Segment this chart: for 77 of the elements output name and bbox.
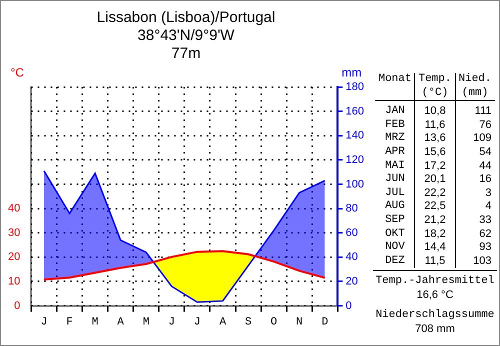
text: 16 <box>478 173 493 187</box>
text: 16,6 °C <box>416 288 454 302</box>
y-axis-title: °C <box>10 65 24 80</box>
text: JAN <box>375 100 415 119</box>
y-tick-label: 20 <box>8 251 20 264</box>
text: JUN <box>375 173 415 187</box>
text: 77m <box>171 45 201 62</box>
y-tick-label: 10 <box>8 276 20 288</box>
x-tick-label: A <box>219 316 226 328</box>
text: Niederschlagssumme <box>374 308 496 322</box>
y2-tick-label: 100 <box>346 178 364 190</box>
x-tick-label: M <box>142 316 150 328</box>
text: DEZ <box>375 254 415 268</box>
text: Nied. <box>458 73 492 85</box>
text: 4 <box>484 200 493 214</box>
text: 54 <box>478 146 493 160</box>
text: 22,5 <box>414 200 455 214</box>
x-tick-label: D <box>322 316 329 328</box>
text: 11,5 <box>414 254 455 268</box>
y2-tick-label: 160 <box>346 105 364 118</box>
text: 93 <box>478 241 493 255</box>
chart-title: Lissabon (Lisboa)/Portugal <box>96 9 276 26</box>
text: 33 <box>478 214 493 228</box>
y2-tick-label: 180 <box>346 81 364 94</box>
y2-tick-label: 0 <box>346 300 352 312</box>
text: APR <box>375 146 415 160</box>
text: Temp. <box>418 73 452 85</box>
text: 17,2 <box>414 160 455 174</box>
text: NOV <box>375 241 415 255</box>
text: MRZ <box>375 132 415 146</box>
text: 18,2 <box>414 228 455 242</box>
y2-tick-label: 120 <box>346 154 364 166</box>
text: 708 mm <box>414 322 456 336</box>
y2-tick-label: 80 <box>346 202 358 215</box>
text: 10,8 <box>414 100 455 119</box>
text: 76 <box>478 118 493 132</box>
x-tick-label: M <box>92 316 98 328</box>
text: 20,1 <box>414 173 455 187</box>
text: 21,2 <box>414 214 455 228</box>
text: 3 <box>484 186 493 200</box>
x-tick-label: O <box>270 316 278 328</box>
text: 62 <box>478 228 493 242</box>
y2-tick-label: 60 <box>346 226 358 239</box>
y-tick-label: 0 <box>14 300 20 312</box>
x-tick-label: J <box>194 316 201 328</box>
text: OKT <box>375 228 415 242</box>
chart-subtitle: 38°43'N/9°9'W <box>138 27 236 44</box>
text: MAI <box>375 160 415 174</box>
text: 103 <box>472 254 493 268</box>
x-tick-label: N <box>296 316 303 328</box>
text: 44 <box>478 160 493 174</box>
text: JUL <box>375 186 415 200</box>
y2-tick-label: 140 <box>346 130 364 142</box>
text: AUG <box>375 200 415 214</box>
y2-tick-label: 20 <box>346 276 358 288</box>
text: SEP <box>375 214 415 228</box>
x-tick-label: J <box>40 316 48 328</box>
y-tick-label: 30 <box>8 226 20 239</box>
text: (mm) <box>462 86 488 99</box>
y-tick-label: 40 <box>8 202 20 215</box>
text: 111 <box>474 104 493 119</box>
text: FEB <box>375 118 415 132</box>
x-tick-label: F <box>66 316 73 328</box>
text: 13,6 <box>414 132 455 146</box>
x-tick-label: A <box>117 316 124 328</box>
text: (°C) <box>422 86 448 99</box>
text: Temp.-Jahresmittel <box>374 274 496 288</box>
y2-tick-label: 40 <box>346 251 358 264</box>
text: 22,2 <box>414 186 455 200</box>
x-tick-label: S <box>244 316 252 328</box>
y2-axis-title: mm <box>342 65 362 80</box>
text: 11,6 <box>414 118 455 132</box>
text: Monat <box>375 73 415 101</box>
x-tick-label: J <box>168 316 175 328</box>
text: 15,6 <box>414 146 455 160</box>
text: 14,4 <box>414 241 455 255</box>
text: 109 <box>472 132 493 146</box>
